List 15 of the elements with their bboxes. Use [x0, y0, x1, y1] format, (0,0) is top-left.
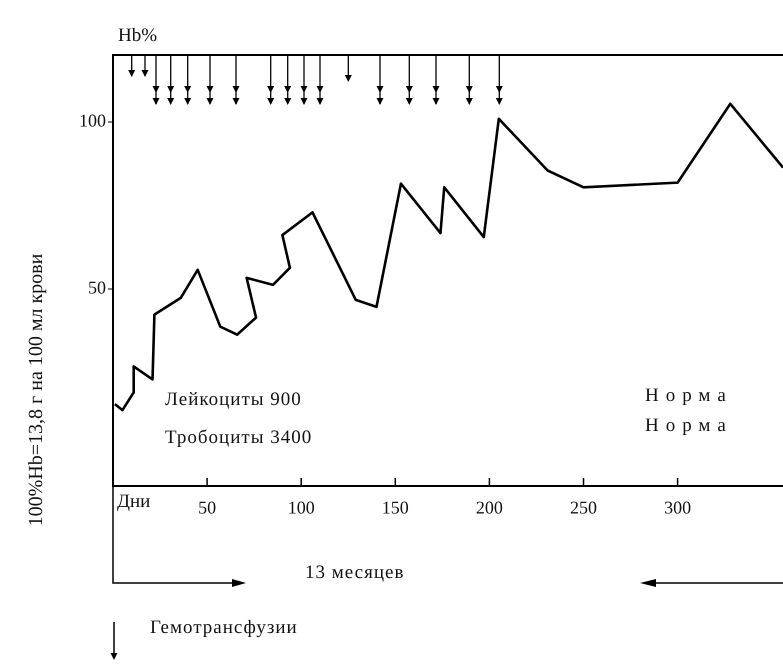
x-tick-label: 100: [288, 498, 315, 518]
annotation: Норма: [645, 415, 733, 436]
x-tick-label: 50: [198, 498, 216, 518]
text: Hb%: [118, 25, 158, 46]
y-axis-title: 100%Hb=13,8 г на 100 мл крови: [25, 254, 47, 526]
text: 13 месяцев: [305, 562, 404, 583]
annotation: Лейкоциты 900: [165, 389, 302, 410]
x-tick-label: 250: [570, 498, 598, 518]
annotation: Тробоциты 3400: [165, 427, 312, 448]
x-tick-label: 150: [382, 498, 409, 518]
x-axis-title: Дни: [117, 491, 150, 512]
x-tick-label: 300: [664, 498, 692, 518]
annotation: Норма: [645, 385, 733, 406]
x-tick-label: 200: [476, 498, 503, 518]
text: Гемотрансфузии: [150, 617, 298, 638]
